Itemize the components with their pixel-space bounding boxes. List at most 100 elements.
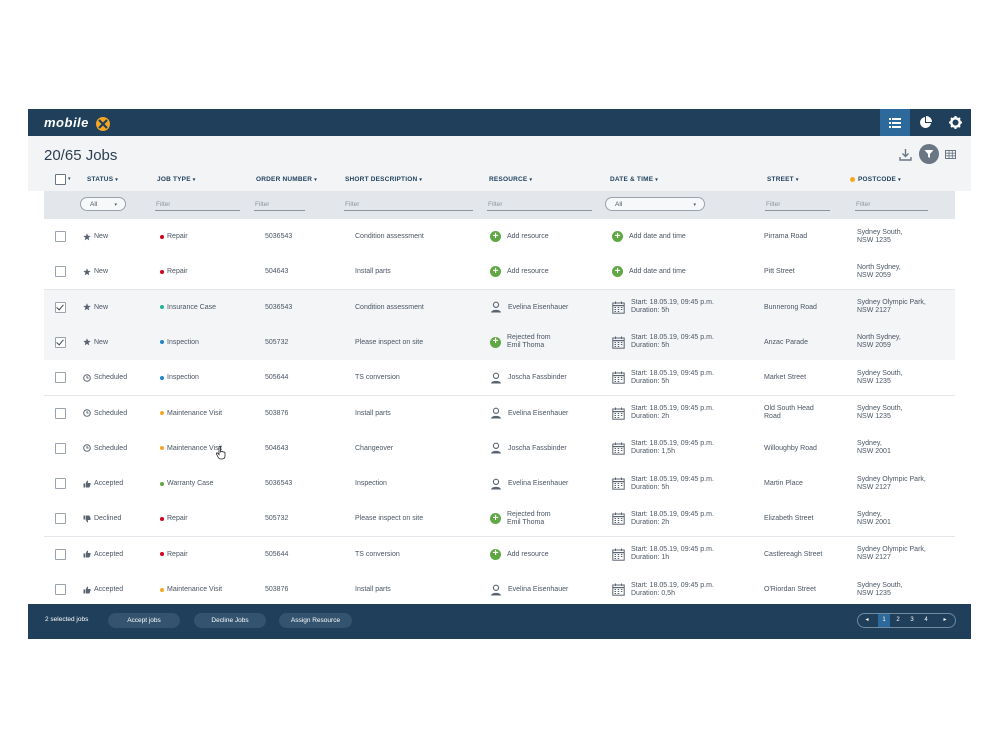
date-time-cell[interactable]: Start: 18.05.19, 09:45 p.m. Duration: 2h xyxy=(612,396,714,431)
filter-icon xyxy=(924,150,934,158)
row-checkbox[interactable] xyxy=(55,584,66,595)
table-row[interactable]: Declined Repair 505732 Please inspect on si… xyxy=(44,501,955,538)
order-number-filter-input[interactable]: Filter xyxy=(254,199,305,211)
row-checkbox[interactable] xyxy=(55,548,66,560)
row-checkbox[interactable] xyxy=(55,336,66,348)
table-row[interactable]: New Inspection 505732 Please inspect on sit… xyxy=(44,324,955,361)
resource-cell[interactable]: Evelina Eisenhauer xyxy=(490,290,568,325)
page-3-button[interactable]: 3 xyxy=(910,617,914,623)
page-2-button[interactable]: 2 xyxy=(896,617,900,623)
table-row[interactable]: Accepted Maintenance Visit 503876 Install p… xyxy=(44,572,955,608)
column-job-type[interactable]: JOB TYPE ▾ xyxy=(157,176,196,183)
resource-cell[interactable]: Evelina Eisenhauer xyxy=(490,466,568,501)
list-view-icon xyxy=(889,117,901,128)
row-checkbox[interactable] xyxy=(55,442,66,454)
select-all-checkbox[interactable] xyxy=(55,174,66,185)
analytics-button[interactable] xyxy=(910,109,940,136)
next-page-button[interactable]: ▸ xyxy=(943,617,947,623)
assign-resource-button[interactable]: Assign Resource xyxy=(279,613,352,628)
resource-cell[interactable]: + Add resource xyxy=(490,219,549,254)
status-label: Scheduled xyxy=(94,444,128,452)
logo-mark-icon xyxy=(96,116,111,131)
row-checkbox[interactable] xyxy=(55,231,66,242)
date-time-cell[interactable]: + Add date and time xyxy=(612,219,686,254)
street-label: Market Street xyxy=(764,374,807,382)
table-row[interactable]: Scheduled Maintenance Visit 503876 Install … xyxy=(44,395,955,432)
column-street[interactable]: STREET ▾ xyxy=(767,176,799,183)
table-row[interactable]: New Insurance Case 5036543 Condition assess… xyxy=(44,289,955,326)
date-time-cell[interactable]: Start: 18.05.19, 09:45 p.m. Duration: 5h xyxy=(612,360,714,395)
date-time-cell[interactable]: Start: 18.05.19, 09:45 p.m. Duration: 5h xyxy=(612,325,714,360)
date-duration: Duration: 5h xyxy=(631,377,670,385)
date-time-cell[interactable]: Start: 18.05.19, 09:45 p.m. Duration: 5h xyxy=(612,290,714,325)
description-filter-input[interactable]: Filter xyxy=(344,199,473,211)
date-time-cell[interactable]: + Add date and time xyxy=(612,254,686,289)
thumbs-down-icon xyxy=(83,515,91,523)
resource-cell[interactable]: Joscha Fassbinder xyxy=(490,431,567,466)
accept-jobs-button[interactable]: Accept jobs xyxy=(108,613,180,628)
list-view-button[interactable] xyxy=(880,109,910,136)
table-row[interactable]: Scheduled Inspection 505644 TS conversion Jo… xyxy=(44,360,955,397)
status-filter-select[interactable]: All ▾ xyxy=(80,197,126,211)
resource-cell[interactable]: + Rejected from Emil Thoma xyxy=(490,325,551,360)
date-time-cell[interactable]: Start: 18.05.19, 09:45 p.m. Duration: 1,5… xyxy=(612,431,714,466)
street-filter-input[interactable]: Filter xyxy=(765,199,830,211)
table-row[interactable]: New Repair 504643 Install parts + Add resourc… xyxy=(44,254,955,291)
job-type-filter-input[interactable]: Filter xyxy=(155,199,240,211)
decline-jobs-button[interactable]: Decline Jobs xyxy=(194,613,266,628)
resource-label: Joscha Fassbinder xyxy=(508,374,567,382)
column-date-time[interactable]: DATE & TIME ▾ xyxy=(610,176,658,183)
postcode-line1: Sydney, xyxy=(857,440,882,448)
date-time-cell[interactable]: Start: 18.05.19, 09:45 p.m. Duration: 1h xyxy=(612,537,714,572)
prev-page-button[interactable]: ◂ xyxy=(865,617,869,623)
date-time-cell[interactable]: Start: 18.05.19, 09:45 p.m. Duration: 2h xyxy=(612,501,714,536)
postcode-line2: NSW 2127 xyxy=(857,483,891,491)
page-4-button[interactable]: 4 xyxy=(924,617,928,623)
page-1-button[interactable]: 1 xyxy=(878,614,890,627)
logo-text: mobile xyxy=(44,115,89,130)
settings-button[interactable] xyxy=(940,109,970,136)
add-resource-icon[interactable]: + xyxy=(490,231,501,242)
column-short-description[interactable]: SHORT DESCRIPTION ▾ xyxy=(345,176,423,183)
row-checkbox[interactable] xyxy=(55,478,66,490)
select-all-dropdown[interactable]: ▾ xyxy=(68,176,71,182)
date-filter-select[interactable]: All ▾ xyxy=(605,197,705,211)
table-view-button[interactable] xyxy=(943,147,957,161)
resource-cell[interactable]: + Rejected from Emil Thoma xyxy=(490,501,551,536)
date-time-cell[interactable]: Start: 18.05.19, 09:45 p.m. Duration: 0,5… xyxy=(612,572,714,607)
short-description: TS conversion xyxy=(355,374,400,382)
date-time-cell[interactable]: Start: 18.05.19, 09:45 p.m. Duration: 5h xyxy=(612,466,714,501)
resource-cell[interactable]: + Add resource xyxy=(490,254,549,289)
calendar-icon xyxy=(612,336,625,349)
resource-cell[interactable]: Evelina Eisenhauer xyxy=(490,572,568,607)
column-resource[interactable]: RESOURCE ▾ xyxy=(489,176,533,183)
row-checkbox[interactable] xyxy=(55,301,66,313)
table-row[interactable]: Accepted Repair 505644 TS conversion + Add re… xyxy=(44,536,955,573)
resource-cell[interactable]: Joscha Fassbinder xyxy=(490,360,567,395)
order-number: 505732 xyxy=(265,338,289,346)
table-row[interactable]: Accepted Warranty Case 5036543 Inspection Ev… xyxy=(44,466,955,503)
row-checkbox[interactable] xyxy=(55,266,66,278)
download-button[interactable] xyxy=(897,146,913,162)
row-checkbox[interactable] xyxy=(55,407,66,419)
add-date-icon[interactable]: + xyxy=(612,266,623,278)
add-resource-icon[interactable]: + xyxy=(490,548,501,560)
table-row[interactable]: New Repair 5036543 Condition assessment + Add… xyxy=(44,219,955,255)
pagination: ◂ 1 2 3 4 ▸ xyxy=(857,613,956,628)
column-postcode[interactable]: POSTCODE ▾ xyxy=(850,176,901,183)
resource-cell[interactable]: + Add resource xyxy=(490,537,549,572)
add-date-icon[interactable]: + xyxy=(612,231,623,242)
filter-button[interactable] xyxy=(919,144,939,164)
row-checkbox[interactable] xyxy=(55,513,66,525)
resource-cell[interactable]: Evelina Eisenhauer xyxy=(490,396,568,431)
row-checkbox[interactable] xyxy=(55,372,66,384)
resource-filter-input[interactable]: Filter xyxy=(487,199,592,211)
column-order-number[interactable]: ORDER NUMBER ▾ xyxy=(256,176,317,183)
table-row[interactable]: Scheduled Maintenance Visit 504643 Changeov… xyxy=(44,430,955,467)
resource-label: Add resource xyxy=(507,268,549,276)
add-resource-icon[interactable]: + xyxy=(490,336,501,348)
add-resource-icon[interactable]: + xyxy=(490,266,501,278)
add-resource-icon[interactable]: + xyxy=(490,513,501,525)
postcode-filter-input[interactable]: Filter xyxy=(855,199,928,211)
column-status[interactable]: STATUS ▾ xyxy=(87,176,118,183)
